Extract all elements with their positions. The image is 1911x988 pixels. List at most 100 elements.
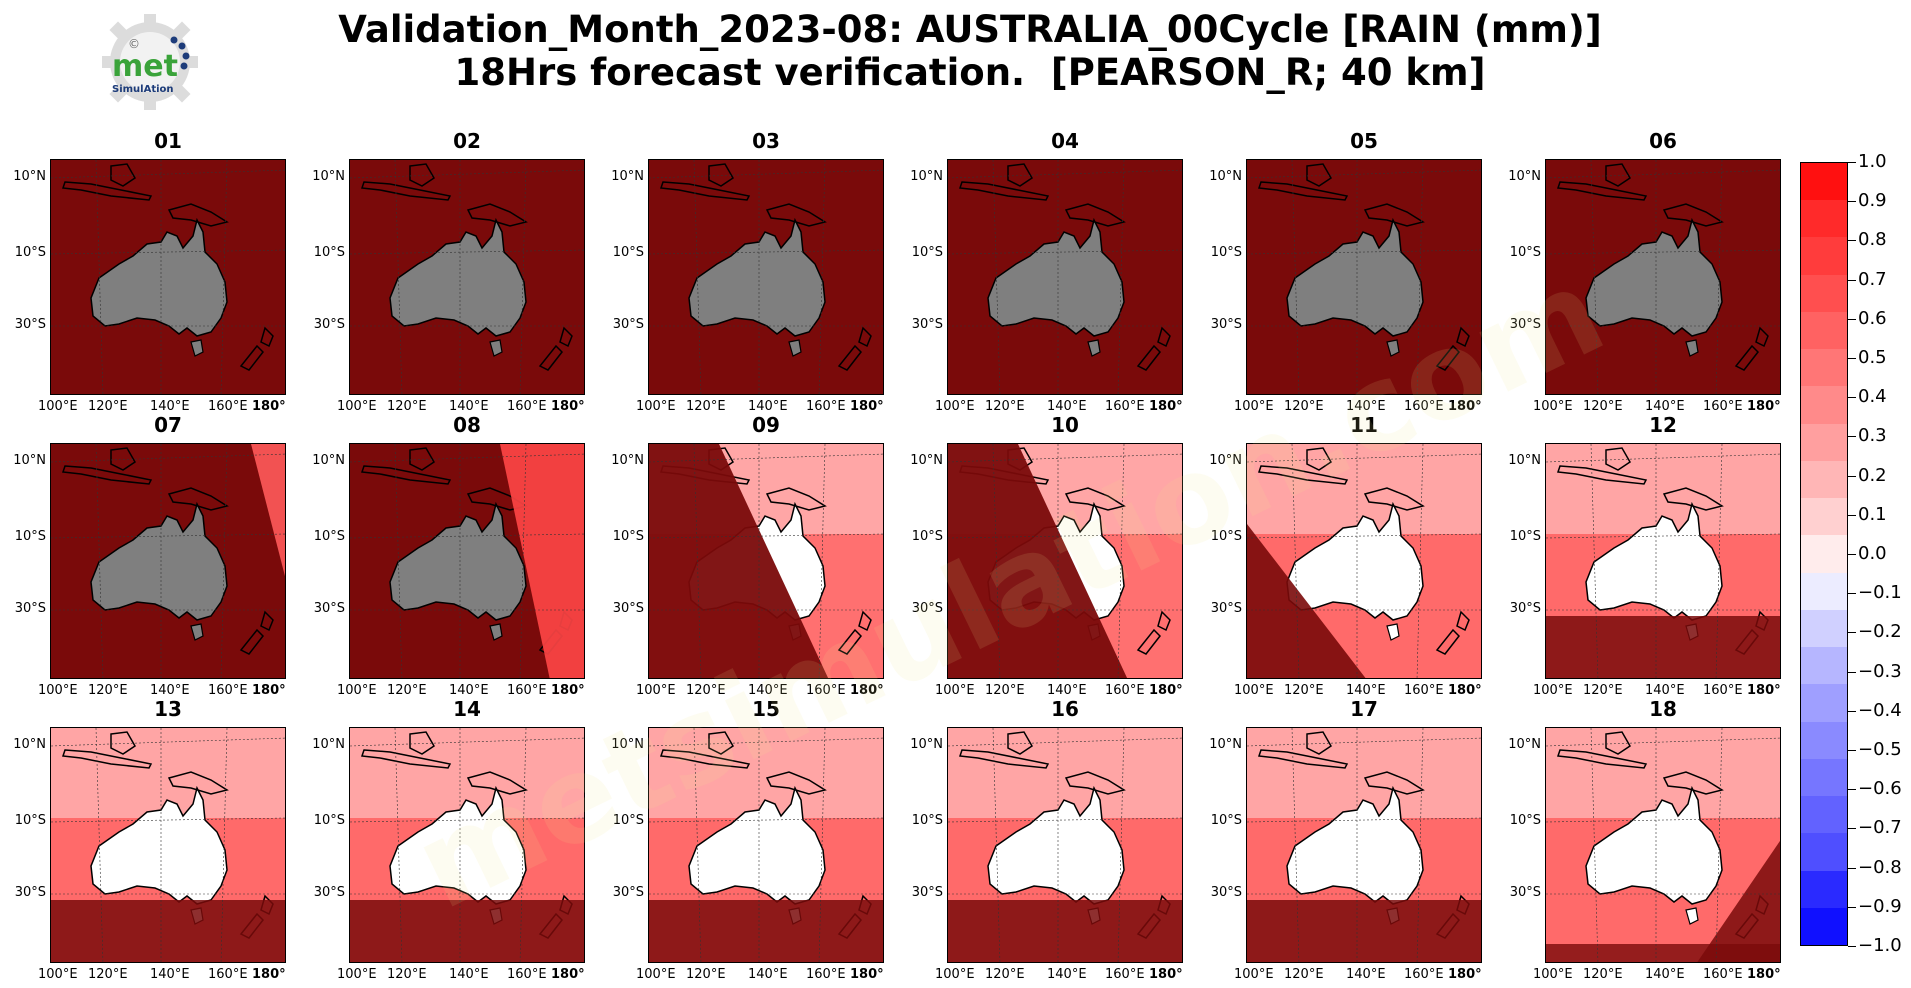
colorbar-tick-label: −0.1 xyxy=(1858,582,1902,604)
lon-label: 180° xyxy=(1149,967,1183,982)
colorbar-segment xyxy=(1801,237,1847,276)
colorbar-tick xyxy=(1848,318,1856,320)
lon-label: 100°E xyxy=(38,683,78,698)
lon-label: 180° xyxy=(1448,399,1482,414)
colorbar-tick xyxy=(1848,946,1856,947)
lon-label: 160°E xyxy=(1105,683,1145,698)
lon-label: 180° xyxy=(1747,967,1781,982)
lat-label: 10°S xyxy=(1210,813,1242,828)
map-area xyxy=(349,159,585,395)
logo-main-text: met xyxy=(112,49,178,84)
logo-copyright: © xyxy=(128,37,140,51)
lon-label: 160°E xyxy=(507,399,547,414)
lat-label: 30°S xyxy=(1509,601,1541,616)
lat-label: 30°S xyxy=(1509,317,1541,332)
lat-label: 10°N xyxy=(1508,737,1541,752)
lon-label: 140°E xyxy=(748,683,788,698)
lat-label: 10°N xyxy=(1209,453,1242,468)
map-panel-17: 17 10°N 10°S 30°S 100°E 120°E 140°E 160°E 180° xyxy=(1209,697,1482,982)
lat-label: 10°N xyxy=(312,169,345,184)
lat-label: 10°S xyxy=(911,529,943,544)
colorbar-tick-label: −0.7 xyxy=(1858,817,1902,839)
lon-label: 180° xyxy=(1149,683,1183,698)
lat-label: 10°N xyxy=(611,453,644,468)
map-panel-01: 01 10°N 10°S 30°S 100°E 120°E 140°E 160°E 180° xyxy=(13,129,286,414)
lon-label: 120°E xyxy=(88,967,128,982)
panel-title: 10 xyxy=(1051,413,1079,437)
colorbar-segment xyxy=(1801,572,1847,611)
colorbar-tick-label: 0.0 xyxy=(1858,543,1887,564)
colorbar-tick xyxy=(1848,750,1856,751)
colorbar-tick-label: 0.6 xyxy=(1858,307,1887,329)
lon-label: 180° xyxy=(850,399,884,414)
lon-label: 140°E xyxy=(748,967,788,982)
lat-label: 30°S xyxy=(14,601,46,616)
colorbar-tick-label: −0.5 xyxy=(1858,739,1902,760)
lat-label: 10°N xyxy=(910,453,943,468)
colorbar-segment xyxy=(1801,311,1847,350)
lat-label: 30°S xyxy=(612,885,644,900)
panel-title: 11 xyxy=(1350,413,1378,437)
lon-label: 100°E xyxy=(636,683,676,698)
lon-label: 100°E xyxy=(1234,399,1274,414)
lon-label: 100°E xyxy=(38,399,78,414)
colorbar-tick-label: 0.7 xyxy=(1858,268,1887,290)
lat-label: 10°S xyxy=(612,813,644,828)
lon-label: 100°E xyxy=(337,683,377,698)
lon-label: 100°E xyxy=(636,967,676,982)
lon-label: 180° xyxy=(252,683,286,698)
lon-label: 160°E xyxy=(1105,399,1145,414)
lon-label: 140°E xyxy=(1346,399,1386,414)
colorbar-tick xyxy=(1848,514,1856,516)
colorbar-tick-label: 0.2 xyxy=(1858,464,1887,486)
lon-label: 120°E xyxy=(1284,967,1324,982)
lon-label: 140°E xyxy=(1047,399,1087,414)
lon-label: 100°E xyxy=(636,399,676,414)
lon-label: 160°E xyxy=(1404,683,1444,698)
lat-label: 10°S xyxy=(1509,245,1541,260)
lon-label: 180° xyxy=(1448,967,1482,982)
lat-label: 30°S xyxy=(911,885,943,900)
colorbar-tick xyxy=(1848,162,1856,163)
panel-title: 16 xyxy=(1051,697,1079,721)
lon-label: 140°E xyxy=(1346,683,1386,698)
map-panel-15: 15 10°N 10°S 30°S 100°E 120°E 140°E 160°E 180° xyxy=(611,697,884,982)
map-area xyxy=(1545,443,1781,679)
lat-label: 10°N xyxy=(910,169,943,184)
lon-label: 160°E xyxy=(806,967,846,982)
map-panel-13: 13 10°N 10°S 30°S 100°E 120°E 140°E 160°E 180° xyxy=(13,697,286,982)
lat-label: 10°S xyxy=(911,245,943,260)
colorbar-tick xyxy=(1848,671,1856,673)
lon-label: 160°E xyxy=(1703,967,1743,982)
map-panel-08: 08 10°N 10°S 30°S 100°E 120°E 140°E 160°E 180° xyxy=(312,413,585,698)
colorbar-segment xyxy=(1801,535,1847,574)
map-area xyxy=(50,443,286,679)
lat-label: 10°N xyxy=(1209,737,1242,752)
colorbar-segment xyxy=(1801,163,1847,201)
colorbar-tick-label: 0.8 xyxy=(1858,229,1887,251)
map-area xyxy=(1545,159,1781,395)
colorbar-tick-label: 0.1 xyxy=(1858,503,1887,525)
lon-label: 120°E xyxy=(1583,399,1623,414)
map-panel-05: 05 10°N 10°S 30°S 100°E 120°E 140°E 160°E 180° xyxy=(1209,129,1482,414)
lon-label: 160°E xyxy=(208,399,248,414)
map-area xyxy=(648,159,884,395)
colorbar-tick xyxy=(1848,240,1856,242)
map-area xyxy=(1545,727,1781,963)
lon-label: 160°E xyxy=(507,683,547,698)
lon-label: 120°E xyxy=(985,399,1025,414)
colorbar-tick xyxy=(1848,710,1856,712)
lon-label: 120°E xyxy=(1284,683,1324,698)
colorbar-segment xyxy=(1801,684,1847,723)
colorbar-tick-label: 0.9 xyxy=(1858,190,1887,212)
lat-label: 30°S xyxy=(612,601,644,616)
colorbar-tick-label: −1.0 xyxy=(1858,935,1902,956)
lon-label: 160°E xyxy=(208,683,248,698)
colorbar-tick xyxy=(1848,906,1856,908)
lat-label: 10°N xyxy=(312,737,345,752)
colorbar-segment xyxy=(1801,349,1847,387)
lat-label: 30°S xyxy=(612,317,644,332)
map-panel-14: 14 10°N 10°S 30°S 100°E 120°E 140°E 160°E 180° xyxy=(312,697,585,982)
lon-label: 140°E xyxy=(150,399,190,414)
lon-label: 120°E xyxy=(686,399,726,414)
